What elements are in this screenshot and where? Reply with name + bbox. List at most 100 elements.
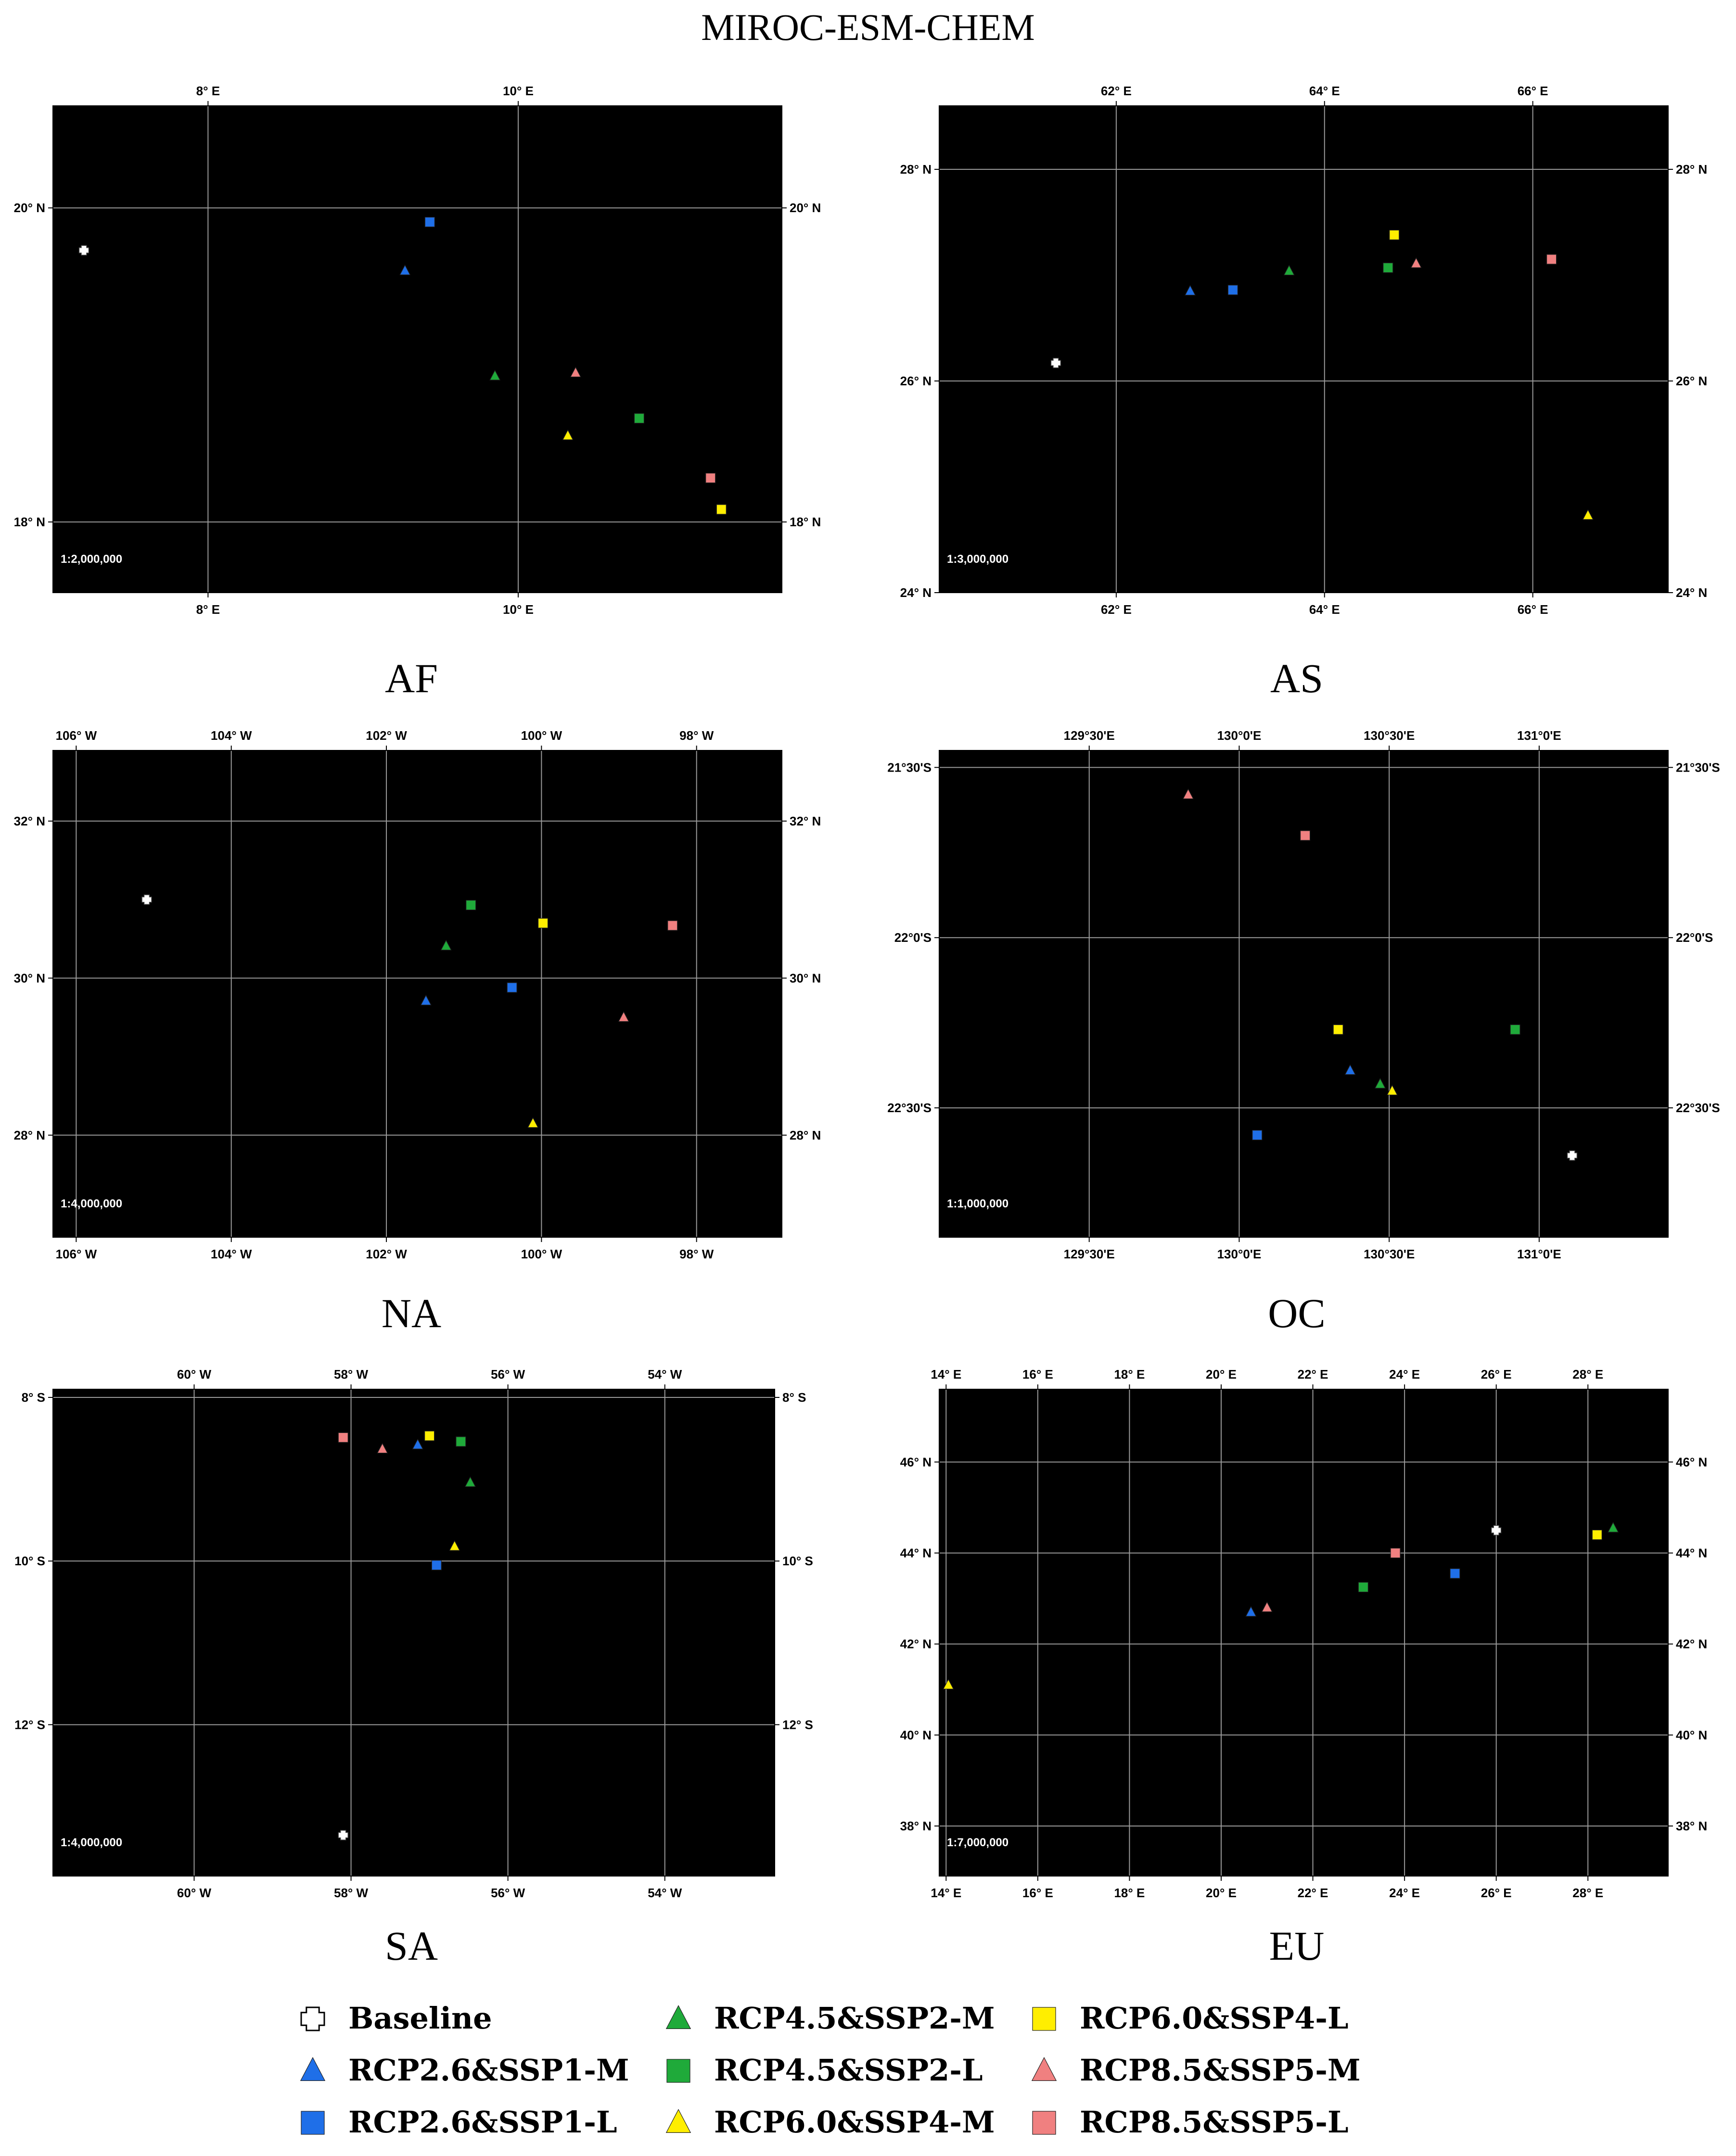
lon-tick-label-bottom: 131°0'E	[1517, 1247, 1561, 1261]
point-triangle	[1245, 1606, 1257, 1617]
scale-label: 1:3,000,000	[947, 553, 1008, 566]
lat-tick-label-left: 40° N	[900, 1728, 932, 1742]
point-square	[466, 900, 476, 911]
lat-tick-label-left: 18° N	[14, 515, 45, 529]
lon-tick-label-bottom: 64° E	[1309, 602, 1340, 617]
lat-tick-label-left: 38° N	[900, 1819, 932, 1833]
point-triangle	[1582, 509, 1594, 520]
lon-tick-label-bottom: 20° E	[1206, 1886, 1237, 1900]
point-square	[634, 413, 645, 424]
point-triangle	[1386, 1084, 1398, 1095]
lat-tick-label-right: 21°30'S	[1676, 760, 1720, 774]
triangle-icon	[665, 2005, 691, 2029]
lat-tick-label-right: 42° N	[1676, 1637, 1707, 1651]
lat-tick-label-right: 8° S	[782, 1390, 806, 1405]
map-background	[53, 106, 782, 593]
lat-tick-label-left: 21°30'S	[887, 760, 932, 774]
lat-tick-label-right: 28° N	[1676, 162, 1707, 177]
lat-tick-label-right: 10° S	[782, 1554, 813, 1568]
point-square	[1358, 1582, 1368, 1593]
map-eu: 14° E 14° E 16° E 16° E 18° E 18° E 20° E 20° E…	[900, 1367, 1708, 1900]
lat-tick-label-left: 44° N	[900, 1546, 932, 1560]
lat-tick-label-left: 26° N	[900, 374, 932, 388]
point-triangle	[1608, 1522, 1619, 1533]
map-background	[53, 750, 782, 1237]
map-as: 62° E 62° E 64° E 64° E 66° E 66° E 24° N 24° N…	[900, 84, 1708, 617]
lon-tick-label-top: 26° E	[1481, 1367, 1512, 1382]
point-triangle	[1261, 1601, 1273, 1612]
point-square	[456, 1436, 466, 1447]
triangle-shape	[1031, 2057, 1057, 2081]
point-plus	[338, 1830, 349, 1840]
point-square	[1300, 830, 1311, 841]
point-square	[1510, 1024, 1520, 1035]
triangle-shape	[665, 2005, 691, 2029]
point-square	[1546, 254, 1557, 265]
lat-tick-label-left: 12° S	[14, 1717, 45, 1732]
lon-tick-label-bottom: 24° E	[1389, 1886, 1420, 1900]
point-plus	[78, 245, 89, 256]
scale-label: 1:7,000,000	[947, 1836, 1008, 1849]
lat-tick-label-left: 8° S	[22, 1390, 45, 1405]
point-plus	[1491, 1525, 1502, 1535]
lon-tick-label-bottom: 106° W	[56, 1247, 97, 1261]
point-square	[1333, 1024, 1343, 1035]
lat-tick-label-right: 32° N	[790, 814, 821, 828]
map-frame	[939, 105, 1669, 593]
lon-tick-label-top: 20° E	[1206, 1367, 1237, 1382]
point-triangle	[377, 1443, 388, 1454]
map-panel-as: 62° E 62° E 64° E 64° E 66° E 66° E 24° N 24° N…	[900, 84, 1708, 617]
lon-tick-label-bottom: 26° E	[1481, 1886, 1512, 1900]
point-triangle	[1283, 265, 1295, 276]
lon-tick-label-bottom: 130°30'E	[1364, 1247, 1415, 1261]
lon-tick-label-bottom: 104° W	[211, 1247, 252, 1261]
lon-tick-label-top: 58° W	[334, 1367, 369, 1382]
lon-tick-label-top: 62° E	[1101, 84, 1132, 98]
region-label-as: AS	[1270, 655, 1323, 701]
plus-icon	[300, 2006, 325, 2031]
map-frame	[52, 1389, 775, 1877]
lat-tick-label-left: 30° N	[14, 971, 45, 985]
map-panel-eu: 14° E 14° E 16° E 16° E 18° E 18° E 20° E 20° E…	[900, 1367, 1708, 1900]
legend: Baseline RCP2.6&SSP1-M RCP2.6&SSP1-L RCP…	[298, 1994, 1453, 2153]
point-square	[705, 473, 716, 483]
lat-tick-label-right: 46° N	[1676, 1455, 1707, 1469]
legend-item: RCP8.5&SSP5-M	[1030, 2046, 1361, 2094]
point-square	[667, 920, 678, 931]
lon-tick-label-top: 129°30'E	[1064, 728, 1115, 743]
square-icon	[1032, 2007, 1056, 2031]
map-oc: 129°30'E 129°30'E 130°0'E 130°0'E 130°30'E 13…	[887, 728, 1720, 1261]
point-triangle	[440, 939, 452, 951]
map-background	[53, 1389, 775, 1876]
map-frame	[939, 750, 1669, 1238]
point-triangle	[1374, 1078, 1386, 1089]
point-triangle	[420, 994, 432, 1005]
point-plus	[1050, 357, 1061, 368]
lon-tick-label-top: 18° E	[1114, 1367, 1145, 1382]
lon-tick-label-top: 102° W	[366, 728, 407, 743]
legend-label: Baseline	[348, 2000, 492, 2036]
point-square	[338, 1432, 348, 1443]
lon-tick-label-top: 54° W	[648, 1367, 682, 1382]
lat-tick-label-left: 10° S	[14, 1554, 45, 1568]
point-square	[1252, 1130, 1263, 1141]
lat-tick-label-left: 28° N	[14, 1128, 45, 1142]
triangle-icon	[1031, 2057, 1057, 2081]
point-triangle	[562, 429, 574, 440]
legend-label: RCP2.6&SSP1-M	[348, 2052, 629, 2088]
square-icon	[301, 2111, 325, 2135]
plus-shape	[300, 2006, 325, 2031]
lat-tick-label-right: 40° N	[1676, 1728, 1707, 1742]
scenario-points	[141, 894, 678, 1128]
lon-tick-label-top: 10° E	[503, 84, 534, 98]
legend-label: RCP8.5&SSP5-M	[1080, 2052, 1361, 2088]
map-background	[939, 750, 1668, 1237]
lon-tick-label-top: 60° W	[177, 1367, 212, 1382]
lon-tick-label-top: 28° E	[1572, 1367, 1603, 1382]
lat-tick-label-left: 24° N	[900, 585, 932, 600]
lon-tick-label-bottom: 8° E	[196, 602, 220, 617]
lat-tick-label-right: 18° N	[790, 515, 821, 529]
lat-tick-label-left: 22°30'S	[887, 1101, 932, 1115]
lat-tick-label-right: 22°30'S	[1676, 1101, 1720, 1115]
lat-tick-label-left: 42° N	[900, 1637, 932, 1651]
